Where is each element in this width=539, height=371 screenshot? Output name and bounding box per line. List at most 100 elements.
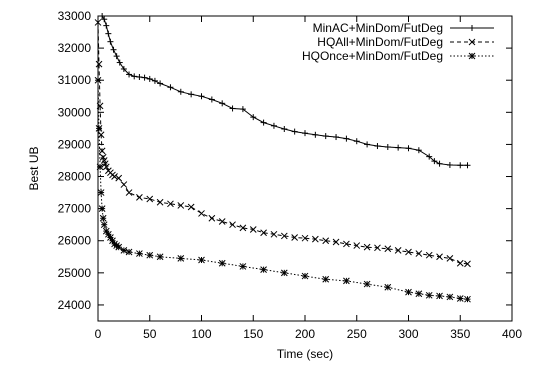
series-1-point-d2 — [98, 147, 106, 155]
series-1-point — [464, 260, 471, 268]
series-2-point-d2 — [95, 125, 103, 132]
series-0-point — [101, 16, 108, 23]
series-0-point — [105, 30, 112, 37]
series-0-point — [188, 91, 195, 98]
series-1-point — [187, 203, 195, 211]
series-1-point — [415, 250, 423, 257]
series-0-point — [229, 105, 236, 112]
series-2-point-d2 — [136, 250, 143, 257]
series-0-point — [177, 88, 184, 95]
series-2-point-d2 — [343, 277, 350, 285]
legend-swatch-marker-0 — [469, 25, 475, 31]
series-1-point-d2 — [270, 230, 278, 238]
series-0-point — [333, 134, 340, 141]
series-0-point — [302, 130, 308, 137]
series-1-point-d2 — [394, 247, 402, 254]
series-1-point — [115, 174, 123, 182]
series-0-point — [126, 71, 133, 78]
series-2-point — [98, 205, 106, 212]
x-tick-label: 250 — [347, 327, 367, 341]
y-tick-label: 28000 — [58, 170, 92, 184]
series-2-point — [177, 255, 185, 262]
series-2-point — [456, 295, 464, 302]
series-2-point — [198, 256, 205, 264]
series-2-point — [156, 253, 164, 261]
series-0-point — [151, 77, 158, 84]
series-2-point — [115, 243, 123, 251]
series-1-point — [167, 200, 174, 208]
series-0-point — [457, 162, 464, 169]
series-0-point — [113, 53, 120, 60]
series-2-point-d2 — [156, 253, 164, 261]
series-2-point-d2 — [456, 295, 464, 302]
series-1-point-d2 — [322, 237, 330, 245]
series-1-point-d2 — [101, 160, 109, 168]
series-2-point — [136, 250, 143, 257]
series-1-point — [229, 221, 236, 229]
series-1-point — [332, 238, 340, 246]
legend-swatch-marker-2 — [468, 52, 476, 60]
series-1-point — [301, 234, 309, 242]
series-1-point-d2 — [156, 198, 164, 206]
series-2-point-d2 — [446, 293, 454, 301]
series-0-point — [198, 93, 205, 100]
series-2-point — [146, 251, 154, 259]
series-1-point-d2 — [102, 163, 110, 171]
series-2-point — [405, 288, 412, 296]
series-2-point-d2 — [102, 227, 110, 235]
x-tick-label: 0 — [95, 327, 102, 341]
series-0-point — [446, 161, 453, 168]
series-2-point-d2 — [146, 251, 154, 259]
series-2-point — [464, 295, 471, 303]
series-1-point — [146, 195, 154, 203]
series-1-point-d2 — [353, 242, 361, 249]
series-0-point — [131, 73, 138, 80]
x-tick-label: 300 — [398, 327, 418, 341]
series-0-point — [426, 153, 433, 160]
series-1-point-d2 — [187, 203, 195, 211]
series-1-point — [208, 214, 216, 222]
series-2-point-d2 — [115, 243, 123, 251]
series-1-point-d2 — [120, 181, 128, 188]
series-2-point — [97, 189, 105, 196]
legend-label-hqonce: HQOnce+MinDom/FutDeg — [302, 49, 443, 63]
series-1-point-d2 — [405, 248, 412, 256]
series-2-point-d2 — [177, 255, 185, 262]
legend: MinAC+MinDom/FutDeg HQAll+MinDom/FutDeg … — [302, 21, 494, 63]
series-0-point — [374, 143, 381, 150]
series-0-point — [107, 38, 114, 45]
series-1-point — [136, 194, 143, 201]
series-1-point — [218, 218, 226, 225]
series-1-point — [260, 229, 267, 237]
series-0-point — [405, 145, 412, 152]
series-1-point-d2 — [446, 255, 454, 262]
series-2-point-d2 — [384, 283, 392, 291]
legend-label-minac: MinAC+MinDom/FutDeg — [313, 21, 443, 35]
series-1-point — [120, 181, 128, 188]
series-1-point — [111, 173, 118, 180]
series-2-point — [322, 275, 330, 283]
series-0-point — [464, 162, 471, 169]
series-0-point — [322, 133, 329, 140]
x-tick-label: 400 — [502, 327, 522, 341]
series-2-point-d2 — [464, 295, 471, 303]
x-axis-title: Time (sec) — [277, 347, 333, 361]
series-2-point-d2 — [97, 189, 105, 196]
series-1-point — [291, 234, 299, 241]
series-1-point-d2 — [425, 251, 433, 259]
series-2-point — [260, 266, 267, 273]
series-2-point — [280, 269, 288, 277]
series-0-point — [270, 122, 277, 129]
series-1-point-d2 — [125, 189, 133, 196]
series-0-point — [353, 138, 360, 145]
series-1-point-d2 — [311, 235, 319, 243]
series-1-point-d2 — [111, 173, 118, 180]
series-1-point — [456, 259, 464, 267]
series-2-point — [95, 125, 103, 132]
series-1-point — [95, 60, 103, 68]
series-0-point — [208, 96, 215, 103]
series-2-point-d2 — [198, 256, 205, 264]
series-1-point-d2 — [99, 153, 107, 161]
series-1-point — [322, 237, 330, 245]
series-1-point-d2 — [456, 259, 464, 267]
